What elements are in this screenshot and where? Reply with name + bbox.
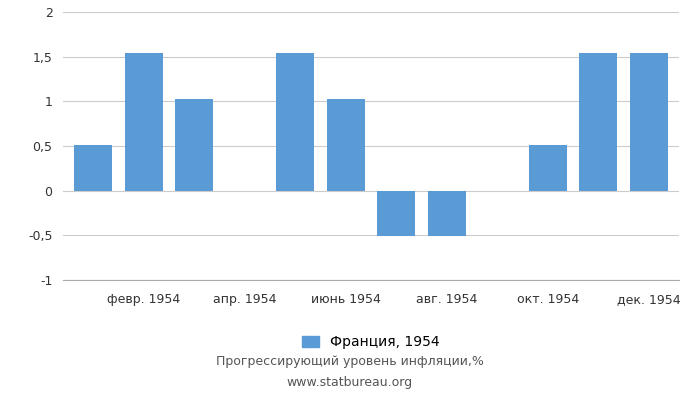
Bar — [428, 191, 466, 236]
Bar — [327, 99, 365, 191]
Bar — [377, 191, 415, 236]
Bar — [74, 145, 112, 191]
Bar — [276, 53, 314, 191]
Bar — [580, 53, 617, 191]
Bar — [630, 53, 668, 191]
Bar — [125, 53, 162, 191]
Bar — [528, 145, 567, 191]
Legend: Франция, 1954: Франция, 1954 — [302, 335, 440, 349]
Bar — [175, 99, 214, 191]
Text: Прогрессирующий уровень инфляции,%
www.statbureau.org: Прогрессирующий уровень инфляции,% www.s… — [216, 355, 484, 389]
